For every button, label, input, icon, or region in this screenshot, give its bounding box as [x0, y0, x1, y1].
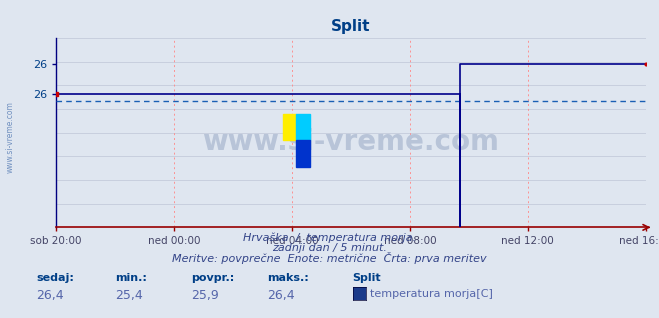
Text: 26,4: 26,4	[36, 289, 64, 302]
Title: Split: Split	[331, 19, 370, 34]
Text: 26,4: 26,4	[267, 289, 295, 302]
Text: min.:: min.:	[115, 273, 147, 283]
Text: zadnji dan / 5 minut.: zadnji dan / 5 minut.	[272, 243, 387, 253]
Text: 25,9: 25,9	[191, 289, 219, 302]
Text: Hrvaška  /  temperatura morja.: Hrvaška / temperatura morja.	[243, 232, 416, 243]
FancyBboxPatch shape	[283, 114, 297, 140]
Text: Meritve: povprečne  Enote: metrične  Črta: prva meritev: Meritve: povprečne Enote: metrične Črta:…	[172, 252, 487, 264]
Text: maks.:: maks.:	[267, 273, 308, 283]
Text: temperatura morja[C]: temperatura morja[C]	[370, 289, 493, 299]
Text: www.si-vreme.com: www.si-vreme.com	[202, 128, 500, 156]
FancyBboxPatch shape	[297, 114, 310, 140]
Text: www.si-vreme.com: www.si-vreme.com	[5, 101, 14, 173]
Text: povpr.:: povpr.:	[191, 273, 235, 283]
Text: Split: Split	[353, 273, 381, 283]
FancyBboxPatch shape	[297, 140, 310, 167]
Text: 25,4: 25,4	[115, 289, 143, 302]
Text: sedaj:: sedaj:	[36, 273, 74, 283]
